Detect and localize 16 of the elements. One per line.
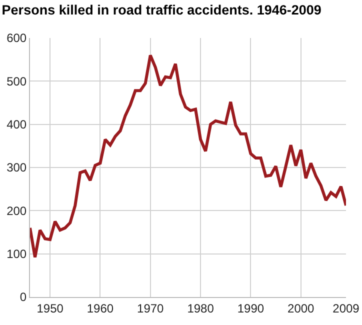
chart-title: Persons killed in road traffic accidents. 1946-2009: [2, 2, 322, 18]
y-tick-label: 300: [6, 160, 27, 175]
x-tick-label: 1960: [86, 301, 114, 316]
x-tick-label: 1950: [36, 301, 64, 316]
line-series: [30, 54, 346, 259]
y-tick-label: 600: [6, 31, 27, 46]
x-tick-label: 2000: [288, 301, 315, 316]
x-tick-label: 1990: [237, 301, 264, 316]
x-tick-label: 1980: [187, 301, 214, 316]
y-tick-label: 100: [6, 247, 27, 262]
y-tick-label: 400: [6, 118, 27, 132]
x-tick-label: 2009: [332, 301, 360, 316]
y-tick-label: 0: [20, 290, 27, 304]
y-tick-label: 200: [6, 204, 27, 218]
x-tick-label: 1970: [137, 301, 164, 316]
y-tick-label: 500: [6, 74, 27, 88]
